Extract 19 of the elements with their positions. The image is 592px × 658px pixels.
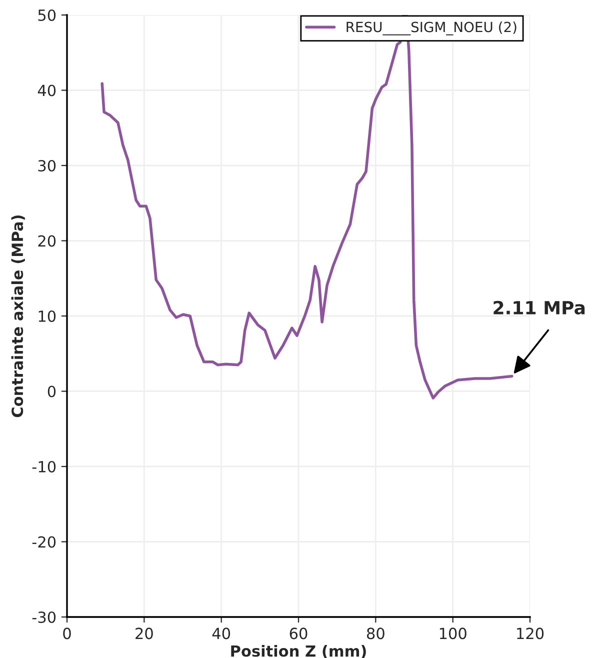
legend-label: RESU____SIGM_NOEU (2) — [346, 21, 516, 36]
y-tick-label: 10 — [38, 310, 56, 322]
x-tick-label: 20 — [136, 628, 153, 640]
y-tick-label: 20 — [38, 235, 56, 247]
y-tick-label: -10 — [32, 460, 56, 473]
x-tick-label: 40 — [212, 628, 230, 640]
y-axis-title: Contrainte axiale (MPa) — [11, 215, 25, 418]
x-tick-label: 0 — [63, 628, 71, 640]
x-tick-label: 120 — [517, 628, 544, 640]
x-tick-label: 100 — [440, 628, 466, 640]
y-tick-label: 50 — [38, 9, 56, 22]
y-tick-label: -20 — [32, 536, 56, 548]
y-tick-label: 0 — [48, 386, 56, 398]
y-tick-label: -30 — [32, 611, 56, 624]
annotation: 2.11 MPa — [494, 300, 585, 314]
y-tick-label: 40 — [38, 84, 56, 96]
x-tick-label: 80 — [366, 628, 384, 640]
y-tick-label: 30 — [38, 160, 56, 172]
x-tick-label: 60 — [290, 628, 308, 640]
